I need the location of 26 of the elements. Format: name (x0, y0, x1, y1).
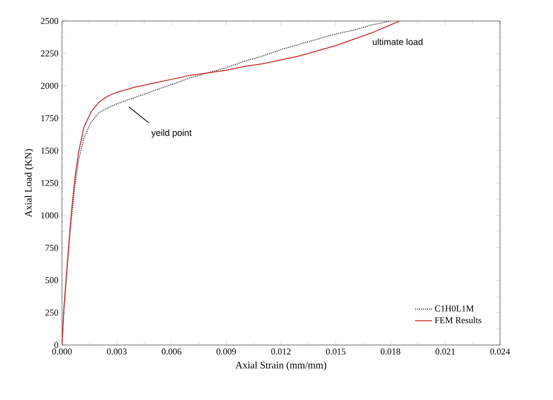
y-tick-label: 2000 (40, 82, 58, 89)
x-axis-title: Axial Strain (mm/mm) (235, 361, 326, 370)
y-tick-label: 2500 (40, 18, 58, 24)
x-tick-label: 0.018 (380, 348, 400, 355)
y-tick-label: 250 (45, 310, 58, 316)
annotation: ultimate load (372, 38, 422, 46)
annotation: yeild point (151, 129, 192, 138)
x-tick-label: 0.024 (490, 348, 510, 355)
y-tick-label: 1500 (41, 148, 58, 154)
x-tick-label: 0.006 (162, 348, 182, 355)
y-tick-label: 1750 (41, 115, 58, 122)
y-tick-label: 500 (46, 277, 58, 284)
x-tick-label: 0.000 (52, 348, 72, 355)
x-tick-label: 0.021 (436, 348, 455, 355)
y-tick-label: 1250 (41, 180, 58, 186)
x-tick-label: 0.012 (271, 348, 291, 355)
legend-label: FEM Results (434, 316, 482, 324)
y-tick-label: 2250 (40, 50, 58, 56)
y-axis-title: Axial Load (KN) (24, 149, 34, 218)
x-tick-label: 0.003 (107, 348, 126, 355)
legend-label: C1H0L1M (434, 305, 474, 312)
y-tick-label: 1000 (41, 212, 58, 218)
y-tick-label: 750 (46, 244, 58, 251)
y-tick-label: 0 (54, 342, 58, 348)
x-tick-label: 0.015 (326, 348, 346, 355)
x-tick-label: 0.009 (216, 348, 236, 355)
